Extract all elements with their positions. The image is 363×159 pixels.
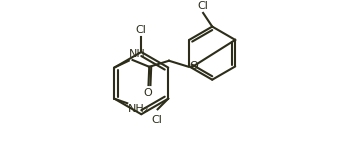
Text: O: O bbox=[189, 61, 198, 71]
Text: NH: NH bbox=[129, 49, 146, 59]
Text: Cl: Cl bbox=[197, 1, 208, 11]
Text: O: O bbox=[143, 88, 152, 98]
Text: Cl: Cl bbox=[136, 24, 147, 35]
Text: NH₂: NH₂ bbox=[127, 104, 149, 114]
Text: Cl: Cl bbox=[151, 115, 162, 125]
